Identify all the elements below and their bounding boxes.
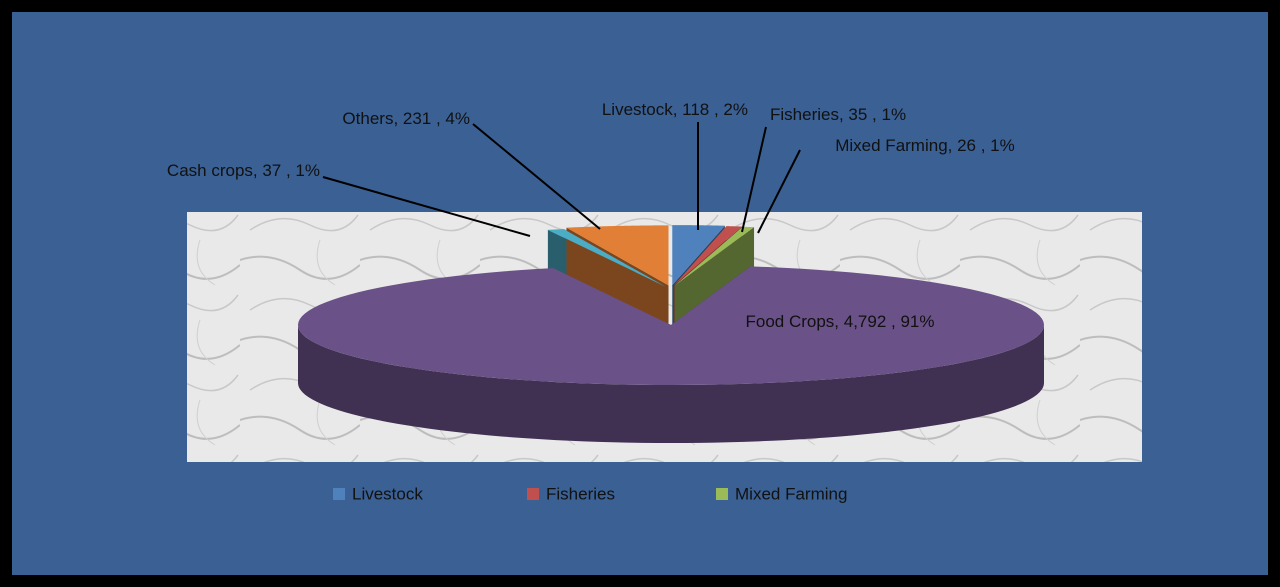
leader-line [472, 123, 601, 230]
data-label: Cash crops, 37 , 1% [166, 161, 320, 180]
legend-label: Fisheries [546, 484, 615, 503]
leader-line [741, 126, 767, 233]
legend-label: Livestock [352, 484, 423, 503]
legend-swatch [333, 488, 345, 500]
leader-line [322, 176, 531, 237]
leader-lines [322, 122, 801, 237]
data-label: Food Crops, 4,792 , 91% [745, 312, 935, 331]
legend-swatch [527, 488, 539, 500]
slice [672, 225, 725, 286]
slice-side [298, 325, 1044, 443]
slice [673, 226, 742, 286]
slice [566, 225, 669, 286]
data-label: Fisheries, 35 , 1% [770, 105, 907, 124]
data-label: Livestock, 118 , 2% [601, 100, 748, 119]
pie [298, 225, 1044, 443]
slice [298, 266, 1044, 385]
slice [547, 229, 666, 287]
legend: Livestock Fisheries Mixed Farming [333, 484, 847, 503]
slice [674, 226, 755, 286]
leader-line [757, 149, 801, 234]
legend-label: Mixed Farming [735, 484, 847, 503]
data-label: Others, 231 , 4% [342, 109, 470, 128]
data-label: Mixed Farming, 26 , 1% [835, 136, 1015, 155]
legend-swatch [716, 488, 728, 500]
